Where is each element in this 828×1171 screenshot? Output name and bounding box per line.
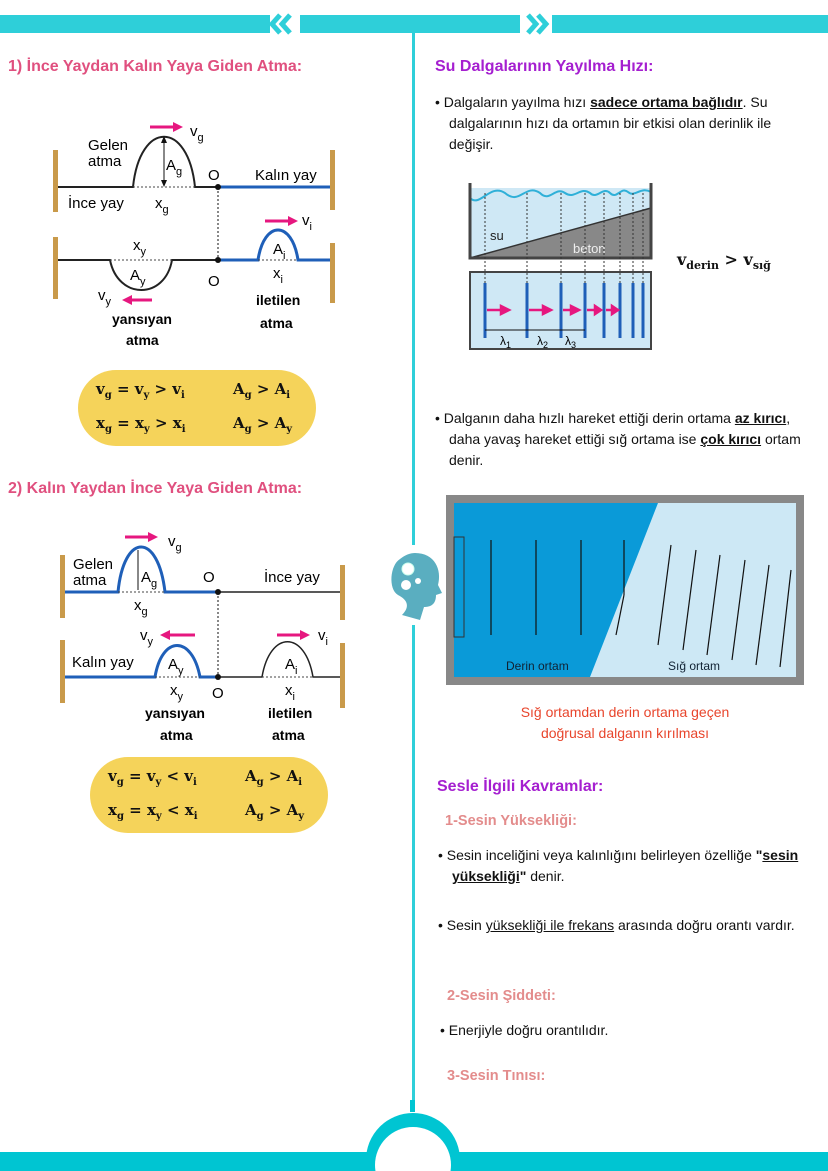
arrow-left-icon	[160, 630, 170, 640]
svg-text:xy: xy	[133, 237, 147, 258]
svg-text:vi: vi	[318, 627, 328, 648]
arrow-right-icon	[288, 216, 298, 226]
water-tank-diagram: su beton λ1 λ2 λ3	[468, 183, 653, 350]
top-bar-right	[552, 15, 828, 33]
svg-text:Ag: Ag	[141, 569, 157, 590]
svg-text:Gelen: Gelen	[88, 137, 128, 154]
svg-text:λ1: λ1	[500, 334, 511, 350]
wall	[60, 555, 65, 618]
sub-timbre: 3-Sesin Tınısı:	[447, 1068, 546, 1084]
svg-text:Ay: Ay	[168, 656, 184, 677]
svg-text:O: O	[203, 569, 215, 586]
arrow-right-icon	[148, 532, 158, 542]
svg-text:vg: vg	[190, 123, 204, 144]
column-divider	[412, 625, 415, 1110]
svg-text:su: su	[490, 228, 504, 243]
speed-relation: vderin > vsığ	[677, 250, 771, 273]
svg-text:atma: atma	[88, 153, 122, 170]
svg-text:xg: xg	[155, 195, 169, 216]
svg-text:atma: atma	[260, 315, 293, 331]
svg-text:beton: beton	[573, 241, 606, 256]
svg-text:Ai: Ai	[285, 656, 297, 677]
svg-text:xi: xi	[285, 682, 295, 703]
svg-text:vg: vg	[168, 533, 182, 554]
svg-text:vy: vy	[140, 627, 154, 648]
svg-text:xy: xy	[170, 682, 184, 703]
arrow-left-icon	[122, 295, 132, 305]
svg-text:İnce yay: İnce yay	[68, 194, 124, 212]
wall	[330, 243, 335, 303]
svg-text:atma: atma	[126, 332, 159, 348]
svg-text:Derin ortam: Derin ortam	[506, 659, 569, 673]
bullet-pitch: • Sesin inceliğini veya kalınlığını beli…	[438, 847, 799, 884]
sub-intensity: 2-Sesin Şiddeti:	[447, 988, 556, 1004]
top-bar-middle	[300, 15, 520, 33]
svg-text:atma: atma	[73, 572, 107, 589]
sound-title: Sesle İlgili Kavramlar:	[437, 778, 604, 795]
svg-text:İnce yay: İnce yay	[264, 568, 320, 586]
svg-text:vi: vi	[302, 212, 312, 233]
wall	[53, 150, 58, 212]
diagram-thick-to-thin: vg Gelen atma Ag O İnce yay xg vy vi Kal…	[60, 532, 345, 743]
arrow-right-icon	[173, 122, 183, 132]
section1-title: 1) İnce Yaydan Kalın Yaya Giden Atma:	[8, 58, 303, 75]
column-divider	[412, 33, 415, 545]
svg-text:Ay: Ay	[130, 267, 146, 288]
wall	[60, 640, 65, 703]
bottom-circle-decoration	[366, 1100, 460, 1171]
formula-box-2: vg = vy < vi Ag > Ai xg = xy < xi Ag > A…	[90, 757, 328, 833]
wall	[340, 643, 345, 708]
svg-text:O: O	[208, 167, 220, 184]
svg-text:vy: vy	[98, 287, 112, 308]
figure-caption: Sığ ortamdan derin ortama geçen doğrusal …	[520, 704, 730, 741]
bullet-refraction: • Dalganın daha hızlı hareket ettiği der…	[435, 410, 801, 468]
svg-text:O: O	[212, 685, 224, 702]
water-waves-title: Su Dalgalarının Yayılma Hızı:	[435, 58, 654, 75]
arrow-right-icon	[300, 630, 310, 640]
svg-text:Ai: Ai	[273, 241, 285, 262]
chevron-decoration-icon	[268, 13, 550, 35]
svg-text:λ3: λ3	[565, 334, 576, 350]
diagram-thin-to-thick: vg Gelen atma Ag O Kalın yay İnce yay xg…	[53, 122, 335, 348]
svg-text:iletilen: iletilen	[268, 705, 312, 721]
svg-text:xi: xi	[273, 265, 283, 286]
head-logo-icon	[391, 553, 442, 620]
refraction-diagram: Derin ortam Sığ ortam	[446, 495, 804, 685]
top-bar-left	[0, 15, 270, 33]
bullet-wave-speed: • Dalgaların yayılma hızı sadece ortama …	[435, 94, 772, 152]
svg-text:yansıyan: yansıyan	[112, 311, 172, 327]
bullet-frequency: • Sesin yüksekliği ile frekans arasında …	[438, 917, 795, 933]
svg-text:Sığ ortam: Sığ ortam	[668, 659, 720, 673]
wall	[340, 565, 345, 620]
bullet-energy: • Enerjiyle doğru orantılıdır.	[440, 1022, 609, 1038]
svg-text:Gelen: Gelen	[73, 556, 113, 573]
section2-title: 2) Kalın Yaydan İnce Yaya Giden Atma:	[8, 480, 303, 497]
sub-pitch: 1-Sesin Yüksekliği:	[445, 813, 577, 829]
svg-text:Kalın yay: Kalın yay	[72, 654, 134, 671]
svg-text:iletilen: iletilen	[256, 292, 300, 308]
svg-text:xg: xg	[134, 597, 148, 618]
svg-text:O: O	[208, 273, 220, 290]
svg-text:Ag: Ag	[166, 157, 182, 178]
svg-text:λ2: λ2	[537, 334, 548, 350]
wall	[53, 237, 58, 299]
formula-box-1: vg = vy > vi Ag > Ai xg = xy > xi Ag > A…	[78, 370, 316, 446]
svg-text:atma: atma	[272, 727, 305, 743]
svg-text:atma: atma	[160, 727, 193, 743]
svg-text:Kalın yay: Kalın yay	[255, 167, 317, 184]
svg-text:yansıyan: yansıyan	[145, 705, 205, 721]
wall	[330, 150, 335, 210]
